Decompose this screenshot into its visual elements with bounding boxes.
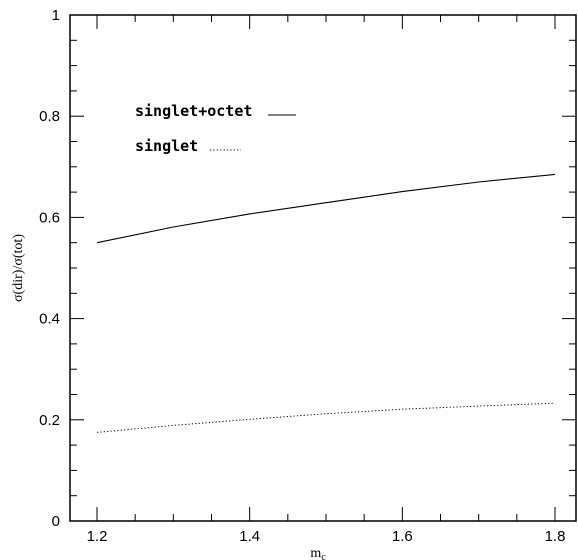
x-tick-label: 1.6 [392, 528, 413, 545]
x-tick-label: 1.8 [545, 528, 566, 545]
y-tick-label: 0 [52, 513, 60, 530]
x-tick-label: 1.4 [239, 528, 260, 545]
legend-label: singlet [135, 137, 198, 155]
plot-frame [69, 14, 577, 522]
tick-labels: 1.2 1.4 1.6 1.8 0 0.2 0.4 0.6 0.8 1 [39, 7, 565, 545]
y-tick-label: 0.6 [39, 209, 60, 226]
x-axis-title: mc [310, 546, 326, 560]
x-axis-title-main: m [310, 546, 321, 560]
y-tick-label: 0.4 [39, 311, 60, 328]
series-lines [96, 173, 556, 433]
series-line-singlet-octet [96, 173, 556, 244]
legend-label: singlet+octet [135, 102, 252, 120]
y-tick-label: 0.2 [39, 412, 60, 429]
axis-ticks [70, 14, 576, 522]
y-tick-label: 0.8 [39, 108, 60, 125]
x-axis-title-subscript: c [321, 552, 326, 560]
x-tick-label: 1.2 [87, 528, 108, 545]
series-line-singlet [96, 402, 556, 433]
y-axis-title: σ(dir)/σ(tot) [11, 234, 26, 302]
y-tick-label: 1 [52, 7, 60, 24]
legend: singlet+octet singlet [135, 102, 296, 155]
